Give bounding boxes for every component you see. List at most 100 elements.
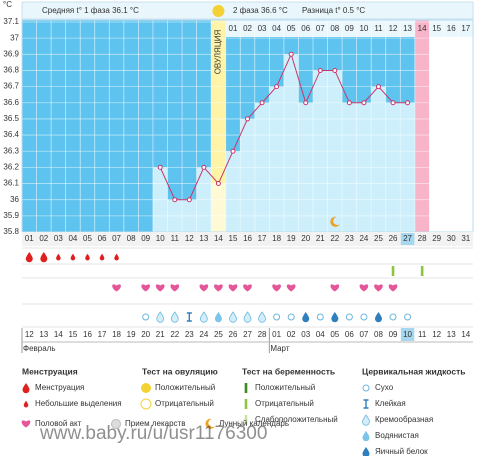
post-ovulation-day: 16: [447, 24, 456, 33]
legend-item: Отрицательный: [155, 399, 214, 408]
date-label: 28: [258, 330, 267, 339]
dry-icon: [404, 313, 412, 321]
post-ovulation-day: 17: [461, 24, 470, 33]
day-column: [109, 20, 124, 232]
post-ovulation-day: 01: [229, 24, 238, 33]
dry-icon: [345, 313, 353, 321]
temperature-point: [405, 100, 411, 106]
post-ovulation-day: 14: [418, 24, 427, 33]
post-ovulation-day: 06: [301, 24, 310, 33]
dry-icon: [273, 313, 281, 321]
dry-icon: [362, 384, 370, 392]
day-column: [429, 20, 444, 232]
creamy-icon: [170, 311, 179, 323]
x-tick-label: 17: [258, 234, 267, 243]
temperature-line: [159, 52, 408, 201]
x-tick-label: 01: [25, 234, 34, 243]
temperature-area: [269, 86, 284, 232]
date-label: 15: [68, 330, 77, 339]
date-label: 06: [345, 330, 354, 339]
x-tick-label: 06: [98, 234, 107, 243]
x-tick-label: 14: [214, 234, 223, 243]
temperature-point: [317, 67, 323, 73]
spotting-drop: [85, 253, 90, 261]
post-ovulation-row: [225, 20, 474, 37]
y-tick-label: 35.9: [3, 211, 19, 220]
x-tick-label: 03: [54, 234, 63, 243]
expected-period-cell: [414, 20, 430, 37]
heart: [286, 284, 296, 292]
y-tick-label: 36.9: [3, 49, 19, 58]
legend-title: Цервикальная жидкость: [362, 366, 465, 376]
phase2-text: 2 фаза 36.6 °C: [233, 6, 288, 15]
month-label: Февраль: [23, 344, 56, 353]
menstruation-drop: [40, 252, 48, 263]
temperature-area: [371, 86, 386, 232]
temperature-point: [303, 100, 309, 106]
legend-item: Водянистая: [375, 431, 419, 440]
legend-item: Менструация: [35, 383, 84, 392]
ovulation-label: ОВУЛЯЦИЯ: [214, 29, 223, 74]
eggwhite-icon: [374, 312, 382, 323]
legend-item: Прием лекарств: [125, 419, 185, 428]
header-bar: [21, 1, 474, 20]
month-label: Март: [270, 344, 289, 353]
post-ovulation-day: 09: [345, 24, 354, 33]
y-tick-label: 37.1: [3, 17, 19, 26]
date-label: 22: [170, 330, 179, 339]
x-tick-label: 13: [199, 234, 208, 243]
legend-item: Слабоположительный: [255, 415, 338, 424]
x-tick-label: 20: [301, 234, 310, 243]
x-tick-label: 22: [330, 234, 339, 243]
creamy-icon: [362, 414, 370, 426]
x-tick-label: 26: [389, 234, 398, 243]
heart: [141, 284, 151, 292]
heart: [214, 284, 223, 292]
phase1-text: Средняя t° 1 фаза 36.1 °C: [42, 6, 139, 15]
day-column: [65, 20, 81, 232]
today-date-box: [400, 328, 415, 341]
post-ovulation-day: 12: [389, 24, 398, 33]
x-tick-label: 10: [156, 234, 165, 243]
pregnancy-test-negative: [391, 266, 395, 276]
x-tick-label: 02: [39, 234, 48, 243]
watery-icon: [214, 312, 222, 323]
heart: [199, 284, 209, 292]
date-label: 25: [214, 330, 223, 339]
temperature-point: [230, 148, 236, 154]
temperature-point: [361, 100, 367, 106]
x-tick-label: 30: [447, 234, 456, 243]
x-tick-label: 07: [112, 234, 121, 243]
legend-item: Отрицательный: [255, 399, 314, 408]
unit-label: °C: [3, 0, 12, 9]
legend-item: Положительный: [155, 383, 215, 392]
today-box: [400, 233, 415, 245]
y-tick-label: 36.5: [3, 114, 19, 123]
date-label: 07: [359, 330, 368, 339]
day-column: [51, 20, 66, 232]
heart: [112, 284, 121, 292]
menstruation-drop: [25, 252, 33, 263]
y-tick-label: 36.1: [3, 179, 19, 188]
x-tick-label: 09: [141, 234, 150, 243]
difference-text: Разница t° 0.5 °C: [302, 6, 365, 15]
temperature-area: [240, 118, 255, 232]
x-tick-label: 12: [185, 234, 194, 243]
post-ovulation-day: 15: [432, 24, 441, 33]
date-label: 23: [185, 330, 194, 339]
x-tick-label: 23: [345, 234, 354, 243]
x-tick-label: 29: [432, 234, 441, 243]
date-label: 20: [141, 330, 150, 339]
temperature-point: [157, 164, 163, 170]
temperature-point: [186, 197, 192, 203]
legend-item: Положительный: [255, 383, 315, 392]
spotting-drop: [114, 253, 119, 261]
day-column: [458, 20, 474, 232]
y-tick-label: 37: [10, 33, 19, 42]
y-tick-label: 36.2: [3, 162, 19, 171]
day-column: [22, 20, 37, 232]
creamy-icon: [258, 311, 266, 323]
y-tick-label: 36.7: [3, 82, 19, 91]
legend-title: Менструация: [22, 366, 78, 376]
legend-title: Тест на беременность: [242, 366, 335, 376]
